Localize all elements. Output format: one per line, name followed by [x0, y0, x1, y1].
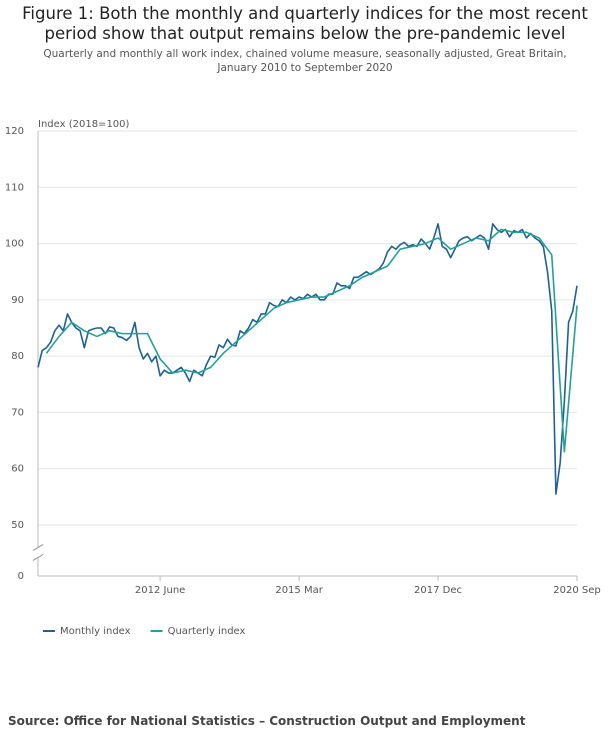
- x-tick-label: 2015 Mar: [275, 585, 323, 596]
- y-tick-label: 100: [5, 239, 24, 250]
- chart-subtitle: Quarterly and monthly all work index, ch…: [43, 48, 567, 74]
- chart-title: Figure 1: Both the monthly and quarterly…: [22, 4, 588, 43]
- x-tick-label: 2020 Sep: [553, 585, 600, 596]
- y-tick-label: 90: [11, 295, 24, 306]
- y-tick-label: 50: [11, 520, 24, 531]
- axis-break: [32, 544, 44, 551]
- legend-label: Quarterly index: [168, 626, 246, 637]
- x-tick-label: 2017 Dec: [414, 585, 462, 596]
- y-tick-label: 70: [11, 407, 24, 418]
- y-tick-label: 110: [5, 182, 24, 193]
- source: Source: Office for National Statistics –…: [8, 714, 526, 728]
- x-tick-label: 2012 June: [135, 585, 185, 596]
- y-tick-label: 80: [11, 351, 24, 362]
- axis-break: [32, 554, 44, 561]
- series-line: [37, 223, 578, 495]
- y-axis-label: Index (2018=100): [38, 119, 130, 130]
- y-tick-label: 60: [11, 464, 24, 475]
- y-tick-label: 120: [5, 126, 24, 137]
- legend-label: Monthly index: [60, 626, 131, 637]
- y-tick-label: 0: [18, 571, 24, 582]
- series-line: [45, 228, 578, 453]
